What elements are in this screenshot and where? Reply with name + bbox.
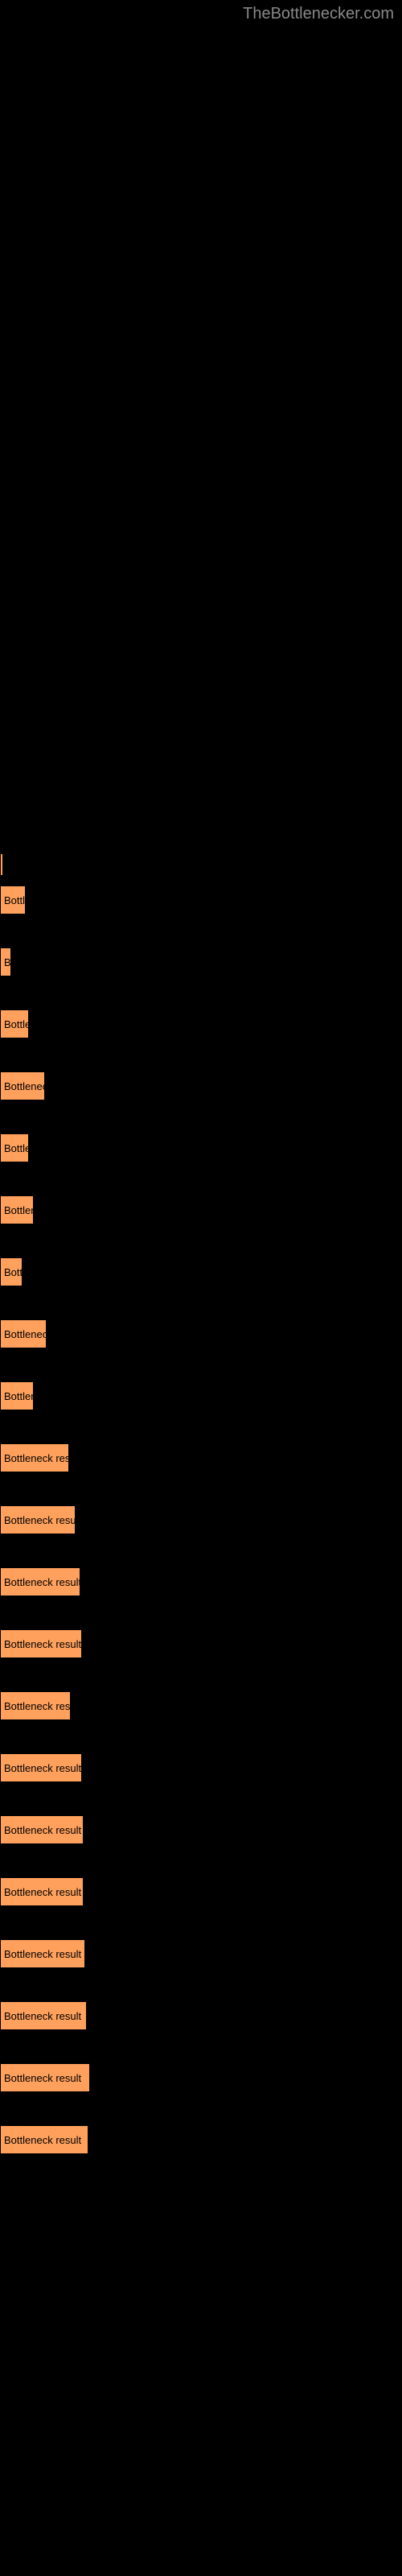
bar-row: Bottleneck result [0,1815,402,1877]
bar-row: Bottleneck result [0,1629,402,1691]
bar-row: Bottleneck result [0,1877,402,1939]
bar: Bottle [0,886,26,914]
bar: Bottl [0,1257,23,1286]
bar: Bottleneck result [0,1567,80,1596]
bar-row: B [0,947,402,1009]
bar-row: Bottleneck result [0,1939,402,2001]
bar-row: Bottleneck [0,1071,402,1133]
bar-row: Bottler [0,1133,402,1195]
bar-row: Bottleneck result [0,2001,402,2063]
bar: Bottleneck result [0,2001,87,2030]
bar: Bottleneck result [0,1877,84,1906]
bar: Bottlene [0,1195,34,1224]
bar: Bottleneck result [0,1815,84,1844]
bar-row: Bottleneck result [0,1753,402,1815]
bar: Bottleneck result [0,2063,90,2092]
bar-row: Bottl [0,1257,402,1319]
bar: Bottler [0,1133,29,1162]
bar-row: Bottleneck res [0,1443,402,1505]
bar-row: Bottleneck [0,1319,402,1381]
bar-row: Bottlene [0,1381,402,1443]
bar: Bottleneck result [0,2125,88,2154]
bar: Bottleneck [0,1319,47,1348]
bar: Bottleneck res [0,1443,69,1472]
bar: Bottleneck res [0,1691,71,1720]
bar: Bottleneck result [0,1629,82,1658]
tiny-bar [0,853,3,876]
bar: Bottleneck resul [0,1505,76,1534]
bar-row: Bottleneck resul [0,1505,402,1567]
watermark-text: TheBottlenecker.com [243,5,394,23]
bar: Bottleneck result [0,1753,82,1782]
bar-row: Bottlen [0,1009,402,1071]
bar: Bottlene [0,1381,34,1410]
bar-row: Bottleneck result [0,1567,402,1629]
bar-row: Bottle [0,886,402,947]
bar: Bottlen [0,1009,29,1038]
bar: B [0,947,11,976]
bar-row: Bottleneck res [0,1691,402,1753]
bar-row: Bottlene [0,1195,402,1257]
bar-row: Bottleneck result [0,2125,402,2187]
bar-row: Bottleneck result [0,2063,402,2125]
bar: Bottleneck [0,1071,45,1100]
bar: Bottleneck result [0,1939,85,1968]
